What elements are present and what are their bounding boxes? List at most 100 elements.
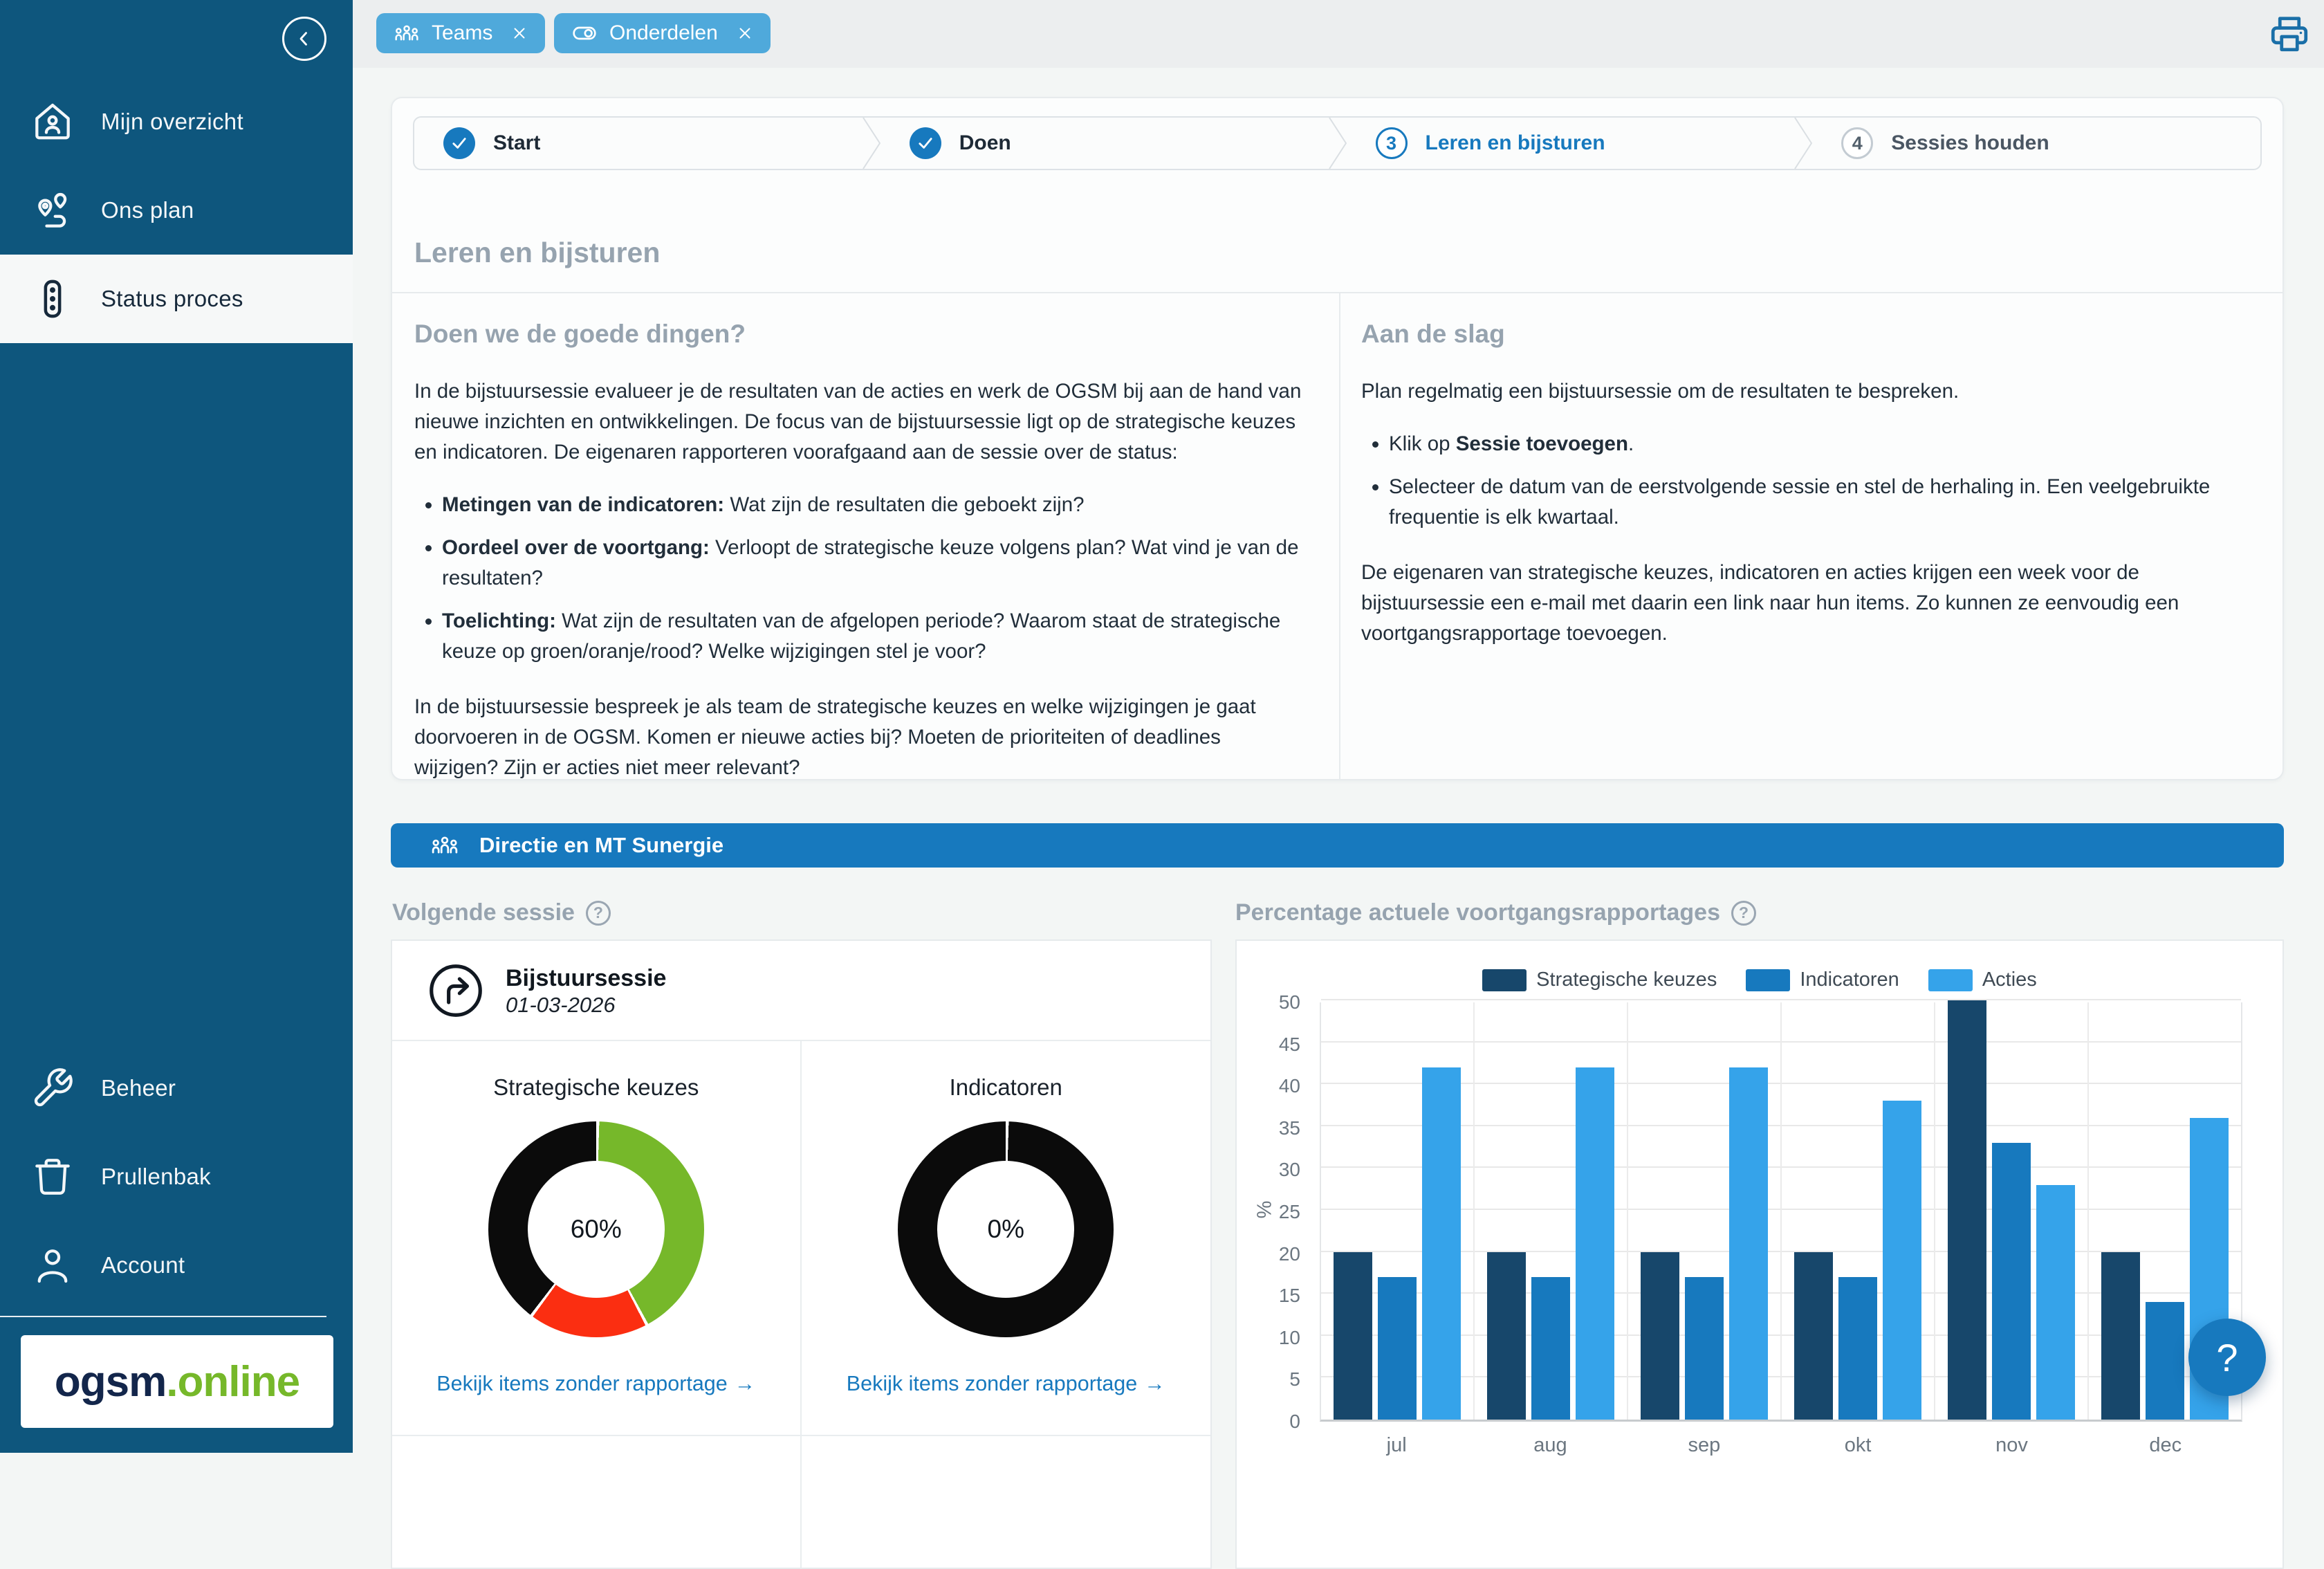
traffic-light-icon (30, 277, 75, 321)
legend-item-strategische-keuzes[interactable]: Strategische keuzes (1482, 969, 1717, 991)
closing-paragraph: De eigenaren van strategische keuzes, in… (1361, 561, 2179, 645)
bar-indicatoren-aug[interactable] (1531, 1276, 1570, 1420)
step-label: Sessies houden (1891, 131, 2049, 154)
bar-acties-nov[interactable] (2036, 1184, 2075, 1420)
turn-right-arrow-icon (424, 959, 488, 1022)
legend-swatch (1482, 969, 1527, 991)
bar-group-aug (1475, 1002, 1628, 1420)
section-title: Percentage actuele voortgangsrapportages (1235, 899, 1721, 926)
help-button[interactable]: ? (2188, 1319, 2266, 1396)
intro-paragraph: In de bijstuursessie evalueer je de resu… (414, 380, 1302, 464)
team-banner-directie-en-mt-sunergie[interactable]: Directie en MT Sunergie (391, 823, 2284, 868)
bar-strategische-keuzes-jul[interactable] (1334, 1251, 1372, 1420)
bar-strategische-keuzes-nov[interactable] (1948, 1000, 1986, 1420)
sidebar-item-beheer[interactable]: Beheer (0, 1044, 353, 1132)
bar-indicatoren-jul[interactable] (1378, 1276, 1417, 1420)
y-axis-tick: 40 (1278, 1075, 1300, 1097)
step-separator (862, 118, 880, 169)
sidebar-item-status-proces[interactable]: Status proces (0, 255, 353, 343)
donut-title: Indicatoren (949, 1074, 1062, 1100)
bar-acties-aug[interactable] (1576, 1067, 1614, 1420)
stepper-step-start[interactable]: Start (414, 118, 863, 169)
legend-item-acties[interactable]: Acties (1928, 969, 2037, 991)
sidebar-item-account[interactable]: Account (0, 1221, 353, 1310)
check-icon (909, 127, 941, 159)
y-axis-tick: 30 (1278, 1159, 1300, 1181)
stepper-step-sessies-houden[interactable]: 4 Sessies houden (1812, 118, 2260, 169)
logo-part-online: online (177, 1357, 301, 1406)
y-axis-tick: 10 (1278, 1326, 1300, 1348)
bar-strategische-keuzes-dec[interactable] (2101, 1251, 2140, 1420)
bar-group-okt (1782, 1002, 1935, 1420)
bar-indicatoren-okt[interactable] (1838, 1276, 1877, 1420)
panel-columns: Doen we de goede dingen? In de bijstuurs… (392, 293, 2282, 779)
sidebar-collapse-button[interactable] (282, 17, 326, 61)
legend-item-indicatoren[interactable]: Indicatoren (1746, 969, 1899, 991)
bullet-item: Selecteer de datum van de eerstvolgende … (1389, 472, 2252, 533)
bullet-list: Metingen van de indicatoren: Wat zijn de… (423, 490, 1309, 667)
filter-chip-onderdelen[interactable]: Onderdelen (554, 13, 771, 53)
bar-strategische-keuzes-sep[interactable] (1641, 1251, 1679, 1420)
bar-indicatoren-sep[interactable] (1685, 1276, 1724, 1420)
bullet-item: Oordeel over de voortgang: Verloopt de s… (442, 533, 1309, 594)
bullet-item: Metingen van de indicatoren: Wat zijn de… (442, 490, 1309, 520)
close-icon[interactable] (736, 24, 754, 42)
legend-label: Indicatoren (1800, 969, 1899, 991)
legend-label: Acties (1982, 969, 2037, 991)
close-icon[interactable] (510, 24, 528, 42)
bar-strategische-keuzes-aug[interactable] (1487, 1251, 1526, 1420)
sidebar-item-ons-plan[interactable]: Ons plan (0, 166, 353, 255)
session-date: 01-03-2026 (506, 992, 616, 1017)
bar-chart-plot (1320, 999, 2242, 1422)
next-card-row (392, 1435, 1210, 1568)
sidebar-item-label: Beheer (101, 1075, 176, 1101)
stepper-step-leren-en-bijsturen[interactable]: 3 Leren en bijsturen (1347, 118, 1795, 169)
y-axis: 0 5 10 15 20 25 30 35 40 45 50 (1237, 991, 1310, 1432)
bullet-item: Toelichting: Wat zijn de resultaten van … (442, 606, 1309, 667)
section-heading-percentage-voortgangsrapportages: Percentage actuele voortgangsrapportages… (1235, 899, 1757, 926)
y-axis-tick: 45 (1278, 1033, 1300, 1055)
team-banner-label: Directie en MT Sunergie (479, 833, 724, 857)
main-content: Start Doen 3 Leren en bijsturen 4 Sessies hou… (353, 68, 2324, 1569)
bar-strategische-keuzes-okt[interactable] (1794, 1251, 1833, 1420)
step-number: 3 (1375, 127, 1408, 159)
bar-acties-sep[interactable] (1729, 1067, 1768, 1420)
process-panel: Start Doen 3 Leren en bijsturen 4 Sessies hou… (391, 97, 2284, 780)
chip-label: Onderdelen (609, 21, 718, 44)
sidebar-item-label: Ons plan (101, 197, 194, 223)
donut-center-value: 60% (527, 1161, 665, 1298)
y-axis-tick: 35 (1278, 1117, 1300, 1139)
bar-indicatoren-nov[interactable] (1992, 1143, 2031, 1420)
sidebar-item-label: Status proces (101, 286, 243, 311)
x-axis-label: okt (1844, 1434, 1872, 1456)
step-label: Leren en bijsturen (1425, 131, 1605, 154)
filter-chip-teams[interactable]: Teams (376, 13, 546, 53)
link-label: Bekijk items zonder rapportage (846, 1372, 1138, 1395)
donut-center-value: 0% (937, 1161, 1075, 1298)
section-heading-volgende-sessie: Volgende sessie ? (392, 899, 611, 926)
bar-indicatoren-dec[interactable] (2146, 1302, 2184, 1420)
top-bar: Teams Onderdelen (353, 0, 2324, 68)
sidebar-item-prullenbak[interactable]: Prullenbak (0, 1132, 353, 1221)
x-axis-label: nov (1995, 1434, 2028, 1456)
bar-acties-jul[interactable] (1422, 1067, 1461, 1420)
link-bekijk-items-zonder-rapportage[interactable]: Bekijk items zonder rapportage → (847, 1372, 1165, 1396)
legend-label: Strategische keuzes (1536, 969, 1717, 991)
intro-paragraph: Plan regelmatig een bijstuursessie om de… (1361, 380, 1959, 403)
sidebar-item-mijn-overzicht[interactable]: Mijn overzicht (0, 77, 353, 166)
bar-groups (1321, 1000, 2241, 1420)
link-bekijk-items-zonder-rapportage[interactable]: Bekijk items zonder rapportage → (436, 1372, 755, 1396)
help-icon[interactable]: ? (585, 900, 611, 926)
wrench-icon (30, 1066, 75, 1110)
print-button[interactable] (2267, 11, 2312, 55)
sidebar-nav-top: Mijn overzicht Ons plan Status proces (0, 77, 353, 343)
session-header: Bijstuursessie 01-03-2026 (392, 941, 1210, 1041)
stepper-step-doen[interactable]: Doen (880, 118, 1329, 169)
ogsm-online-logo[interactable]: ogsm.online (21, 1335, 333, 1428)
donut-columns: Strategische keuzes 60% Bekijk items zon… (392, 1041, 1210, 1435)
bar-acties-okt[interactable] (1883, 1101, 1921, 1420)
step-separator (1794, 118, 1813, 169)
help-icon[interactable]: ? (1731, 900, 1757, 926)
y-axis-tick: 25 (1278, 1201, 1300, 1222)
column-heading: Aan de slag (1361, 320, 1505, 348)
